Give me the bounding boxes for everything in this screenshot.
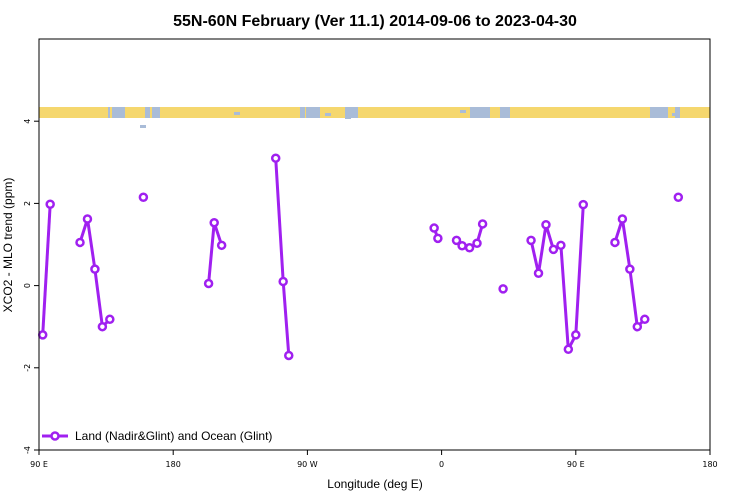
x-axis-label: Longitude (deg E) <box>327 477 422 491</box>
band-ocean-detail <box>650 112 656 115</box>
legend-entry-label: Land (Nadir&Glint) and Ocean (Glint) <box>75 429 272 443</box>
band-ocean-detail <box>325 113 331 116</box>
data-point <box>45 199 55 209</box>
y-tick-label: 0 <box>23 283 32 288</box>
band-land <box>320 107 345 118</box>
series-line <box>41 204 52 335</box>
x-tick-label: 90 W <box>297 460 318 469</box>
chart-title: 55N-60N February (Ver 11.1) 2014-09-06 t… <box>173 13 577 30</box>
data-point <box>278 276 288 287</box>
band-ocean-detail <box>672 113 678 116</box>
y-axis: -4 -2 0 2 4 <box>23 119 39 454</box>
data-point <box>541 220 551 230</box>
band-land <box>358 107 470 118</box>
data-point <box>632 321 643 332</box>
data-point <box>203 278 214 289</box>
data-point <box>571 330 581 340</box>
data-point <box>610 237 620 248</box>
band-land <box>150 107 152 118</box>
data-point <box>556 240 566 251</box>
data-point <box>451 235 462 246</box>
data-point <box>138 192 149 202</box>
band-ocean-detail <box>112 115 118 118</box>
data-point <box>429 223 439 233</box>
band-land <box>160 107 300 118</box>
data-point <box>90 264 100 274</box>
x-axis: 90 E 180 90 W 0 90 E 180 <box>30 450 718 469</box>
y-tick-label: -4 <box>23 446 32 454</box>
y-tick-label: -2 <box>23 364 32 372</box>
data-point <box>433 233 443 244</box>
band-ocean-detail <box>234 112 240 115</box>
legend-marker-swatch <box>50 431 60 441</box>
x-tick-label: 180 <box>702 460 717 469</box>
y-tick-label: 2 <box>23 201 32 206</box>
band-land <box>680 107 710 118</box>
data-point <box>673 192 684 202</box>
band-land <box>668 107 675 118</box>
x-tick-label: 90 E <box>30 460 48 469</box>
data-point <box>548 244 559 255</box>
band-land <box>39 107 108 118</box>
data-point <box>216 240 227 251</box>
band-ocean-detail <box>460 110 466 113</box>
data-point <box>464 243 475 253</box>
data-point <box>498 284 508 294</box>
y-tick-label: 4 <box>23 119 32 124</box>
series-group <box>37 153 684 361</box>
x-tick-label: 90 E <box>567 460 585 469</box>
band-ocean-detail <box>345 116 351 119</box>
x-tick-label: 180 <box>166 460 181 469</box>
y-axis-label: XCO2 - MLO trend (ppm) <box>1 178 15 313</box>
data-point <box>526 235 536 246</box>
band-ocean-detail <box>140 125 146 128</box>
data-point <box>75 237 85 248</box>
data-point <box>284 350 294 361</box>
band-land <box>110 107 112 118</box>
data-point <box>457 240 467 251</box>
band-land <box>490 107 500 118</box>
band-land <box>305 107 306 118</box>
plot-frame <box>38 38 711 451</box>
data-point <box>209 217 219 228</box>
data-point <box>625 264 635 274</box>
data-point <box>472 238 482 249</box>
data-point <box>563 344 574 355</box>
data-point <box>270 153 281 163</box>
data-point <box>82 214 93 224</box>
legend: Land (Nadir&Glint) and Ocean (Glint) <box>42 429 272 443</box>
band-land <box>125 107 145 118</box>
data-point <box>477 219 488 229</box>
x-tick-label: 0 <box>439 460 444 469</box>
data-point <box>533 268 544 279</box>
land-ocean-band <box>39 107 710 128</box>
data-point <box>640 314 650 325</box>
band-land <box>510 107 650 118</box>
data-point <box>578 199 589 210</box>
data-point <box>617 214 628 224</box>
data-point <box>37 330 48 340</box>
data-point <box>97 321 108 332</box>
data-point <box>105 314 115 325</box>
